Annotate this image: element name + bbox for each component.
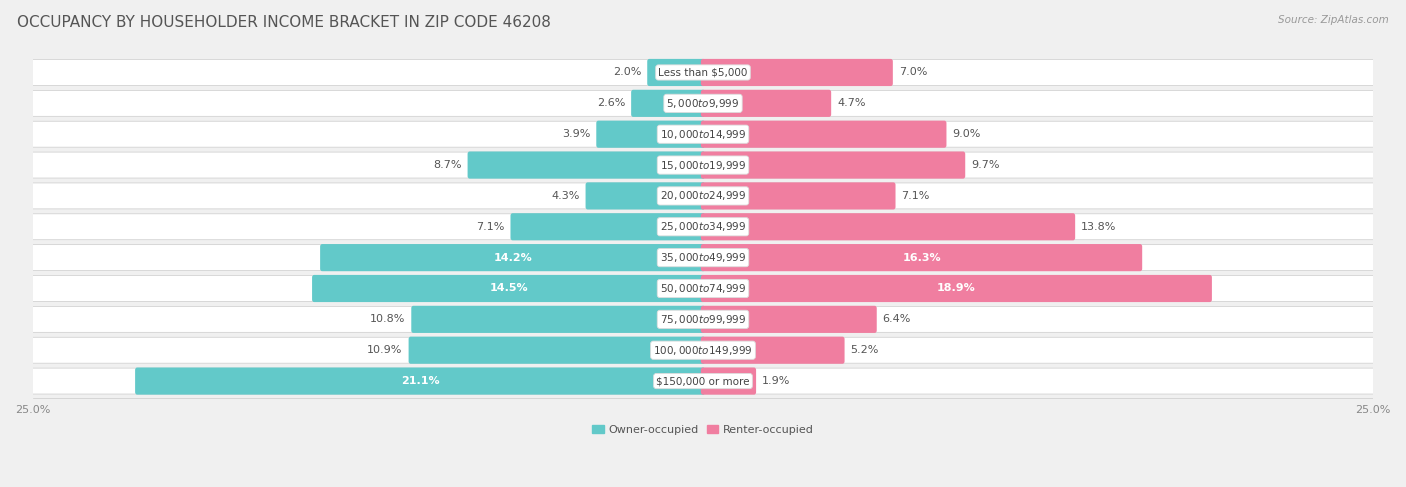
FancyBboxPatch shape <box>700 337 845 364</box>
Text: 14.2%: 14.2% <box>494 253 531 262</box>
Text: 9.7%: 9.7% <box>972 160 1000 170</box>
Text: 3.9%: 3.9% <box>562 129 591 139</box>
FancyBboxPatch shape <box>700 90 831 117</box>
FancyBboxPatch shape <box>409 337 706 364</box>
FancyBboxPatch shape <box>32 152 1374 178</box>
FancyBboxPatch shape <box>32 306 1374 332</box>
Text: 4.7%: 4.7% <box>837 98 866 108</box>
Text: 7.0%: 7.0% <box>898 68 927 77</box>
FancyBboxPatch shape <box>32 214 1374 240</box>
Text: 14.5%: 14.5% <box>489 283 527 294</box>
Text: $15,000 to $19,999: $15,000 to $19,999 <box>659 159 747 171</box>
Text: 4.3%: 4.3% <box>551 191 579 201</box>
Text: 7.1%: 7.1% <box>901 191 929 201</box>
Text: 8.7%: 8.7% <box>433 160 461 170</box>
FancyBboxPatch shape <box>647 59 706 86</box>
Text: 21.1%: 21.1% <box>401 376 440 386</box>
Text: $75,000 to $99,999: $75,000 to $99,999 <box>659 313 747 326</box>
Text: Less than $5,000: Less than $5,000 <box>658 68 748 77</box>
Text: 10.8%: 10.8% <box>370 314 405 324</box>
Text: 9.0%: 9.0% <box>952 129 981 139</box>
FancyBboxPatch shape <box>32 244 1374 271</box>
Text: 2.6%: 2.6% <box>598 98 626 108</box>
Text: 5.2%: 5.2% <box>851 345 879 355</box>
Legend: Owner-occupied, Renter-occupied: Owner-occupied, Renter-occupied <box>588 420 818 439</box>
FancyBboxPatch shape <box>510 213 706 241</box>
FancyBboxPatch shape <box>700 368 756 394</box>
FancyBboxPatch shape <box>700 121 946 148</box>
Text: 2.0%: 2.0% <box>613 68 641 77</box>
Text: $50,000 to $74,999: $50,000 to $74,999 <box>659 282 747 295</box>
FancyBboxPatch shape <box>32 91 1374 116</box>
FancyBboxPatch shape <box>585 182 706 209</box>
FancyBboxPatch shape <box>700 306 877 333</box>
FancyBboxPatch shape <box>32 183 1374 209</box>
Text: $10,000 to $14,999: $10,000 to $14,999 <box>659 128 747 141</box>
FancyBboxPatch shape <box>312 275 706 302</box>
Text: 10.9%: 10.9% <box>367 345 402 355</box>
FancyBboxPatch shape <box>700 275 1212 302</box>
FancyBboxPatch shape <box>700 244 1142 271</box>
FancyBboxPatch shape <box>32 368 1374 394</box>
FancyBboxPatch shape <box>135 368 706 394</box>
FancyBboxPatch shape <box>700 182 896 209</box>
FancyBboxPatch shape <box>32 59 1374 85</box>
Text: 18.9%: 18.9% <box>936 283 976 294</box>
Text: OCCUPANCY BY HOUSEHOLDER INCOME BRACKET IN ZIP CODE 46208: OCCUPANCY BY HOUSEHOLDER INCOME BRACKET … <box>17 15 551 30</box>
Text: Source: ZipAtlas.com: Source: ZipAtlas.com <box>1278 15 1389 25</box>
FancyBboxPatch shape <box>468 151 706 179</box>
FancyBboxPatch shape <box>700 151 966 179</box>
FancyBboxPatch shape <box>32 337 1374 363</box>
FancyBboxPatch shape <box>321 244 706 271</box>
Text: 16.3%: 16.3% <box>903 253 941 262</box>
FancyBboxPatch shape <box>32 121 1374 147</box>
Text: 13.8%: 13.8% <box>1081 222 1116 232</box>
FancyBboxPatch shape <box>412 306 706 333</box>
Text: $100,000 to $149,999: $100,000 to $149,999 <box>654 344 752 356</box>
FancyBboxPatch shape <box>596 121 706 148</box>
Text: $150,000 or more: $150,000 or more <box>657 376 749 386</box>
Text: $5,000 to $9,999: $5,000 to $9,999 <box>666 97 740 110</box>
Text: 1.9%: 1.9% <box>762 376 790 386</box>
Text: $20,000 to $24,999: $20,000 to $24,999 <box>659 189 747 203</box>
FancyBboxPatch shape <box>32 276 1374 301</box>
Text: 6.4%: 6.4% <box>883 314 911 324</box>
FancyBboxPatch shape <box>631 90 706 117</box>
Text: 7.1%: 7.1% <box>477 222 505 232</box>
FancyBboxPatch shape <box>700 59 893 86</box>
Text: $35,000 to $49,999: $35,000 to $49,999 <box>659 251 747 264</box>
FancyBboxPatch shape <box>700 213 1076 241</box>
Text: $25,000 to $34,999: $25,000 to $34,999 <box>659 220 747 233</box>
